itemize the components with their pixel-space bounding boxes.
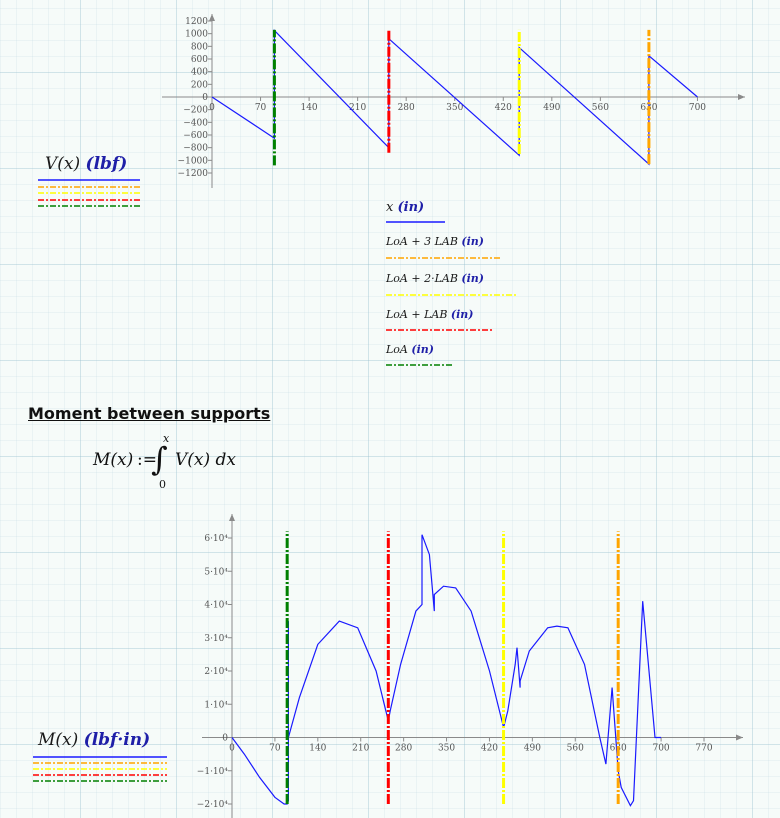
formula-assign: := [137, 450, 157, 470]
moment-y-tick-label: 1·10⁴ [204, 700, 228, 710]
moment-x-tick-label: 140 [309, 744, 326, 754]
moment-x-tick-label: 350 [438, 744, 455, 754]
shear-y-tick-label: −400 [183, 118, 208, 128]
shear-y-tick-label: −800 [183, 144, 208, 154]
moment-x-tick-label: 770 [695, 744, 712, 754]
shear-y-tick-label: 400 [191, 68, 208, 78]
shear-x-tick-label: 70 [255, 103, 267, 113]
shear-x-tick-label: 700 [689, 103, 706, 113]
moment-y-tick-label: 0 [222, 734, 228, 744]
x-legend-x: x (in) [386, 200, 425, 215]
shear-y-tick-label: −1200 [178, 169, 209, 179]
shear-y-tick-label: 0 [202, 93, 208, 103]
moment-y-axis-arrow [229, 514, 235, 521]
shear-y-tick-label: −600 [183, 131, 208, 141]
moment-x-tick-label: 490 [524, 744, 541, 754]
shear-x-tick-label: 140 [300, 103, 317, 113]
shear-y-tick-label: 1200 [185, 17, 208, 27]
integral-sign: ∫ [151, 440, 168, 478]
shear-y-tick-label: 200 [191, 80, 208, 90]
moment-x-tick-label: 560 [567, 744, 584, 754]
shear-y-tick-label: 600 [191, 55, 208, 65]
formula-lhs: M(x) [93, 450, 134, 470]
moment-legend-expr: M(x) [38, 730, 79, 750]
shear-y-tick-label: 1000 [185, 30, 208, 40]
moment-y-tick-label: 6·10⁴ [204, 534, 228, 544]
shear-x-axis-arrow [738, 94, 745, 100]
moment-x-tick-label: 700 [652, 744, 669, 754]
shear-legend-label: V(x) (lbf) [45, 154, 127, 174]
shear-legend-unit: (lbf) [85, 154, 128, 174]
x-legend-loa-lab: LoA + LAB (in) [386, 308, 474, 321]
shear-chart: 120010008006004002000−200−400−600−800−10… [162, 14, 745, 188]
moment-legend-label: M(x) (lbf·in) [38, 730, 150, 750]
moment-y-tick-label: −1·10⁴ [197, 767, 229, 777]
x-legend-loa-3lab: LoA + 3 LAB (in) [386, 235, 485, 248]
shear-y-tick-label: 800 [191, 42, 208, 52]
moment-y-tick-label: 5·10⁴ [204, 567, 228, 577]
moment-x-tick-label: 0 [229, 744, 235, 754]
x-legend-loa: LoA (in) [386, 343, 434, 356]
x-legend-loa-2lab: LoA + 2·LAB (in) [386, 272, 485, 285]
moment-y-tick-label: −2·10⁴ [197, 800, 229, 810]
moment-x-tick-label: 420 [481, 744, 498, 754]
moment-x-tick-label: 280 [395, 744, 412, 754]
shear-x-tick-label: 490 [543, 103, 560, 113]
moment-x-axis-arrow [736, 734, 743, 741]
shear-y-tick-label: −1000 [178, 156, 209, 166]
shear-x-tick-label: 0 [209, 103, 215, 113]
moment-y-tick-label: 4·10⁴ [204, 601, 228, 611]
moment-y-tick-label: 2·10⁴ [204, 667, 228, 677]
shear-legend-expr: V(x) [45, 154, 81, 174]
shear-x-tick-label: 420 [495, 103, 512, 113]
shear-x-tick-label: 210 [349, 103, 366, 113]
section-heading: Moment between supports [28, 404, 271, 423]
moment-x-tick-label: 70 [269, 744, 281, 754]
moment-x-tick-label: 210 [352, 744, 369, 754]
moment-legend-unit: (lbf·in) [83, 730, 151, 750]
formula-lower: 0 [159, 478, 166, 491]
shear-y-tick-label: −200 [183, 106, 208, 116]
moment-y-tick-label: 3·10⁴ [204, 634, 228, 644]
shear-y-axis-arrow [209, 14, 215, 21]
shear-x-tick-label: 280 [398, 103, 415, 113]
shear-x-tick-label: 560 [592, 103, 609, 113]
formula-integrand: V(x) dx [175, 450, 237, 470]
formula-upper: x [163, 432, 170, 445]
shear-x-tick-label: 350 [446, 103, 463, 113]
